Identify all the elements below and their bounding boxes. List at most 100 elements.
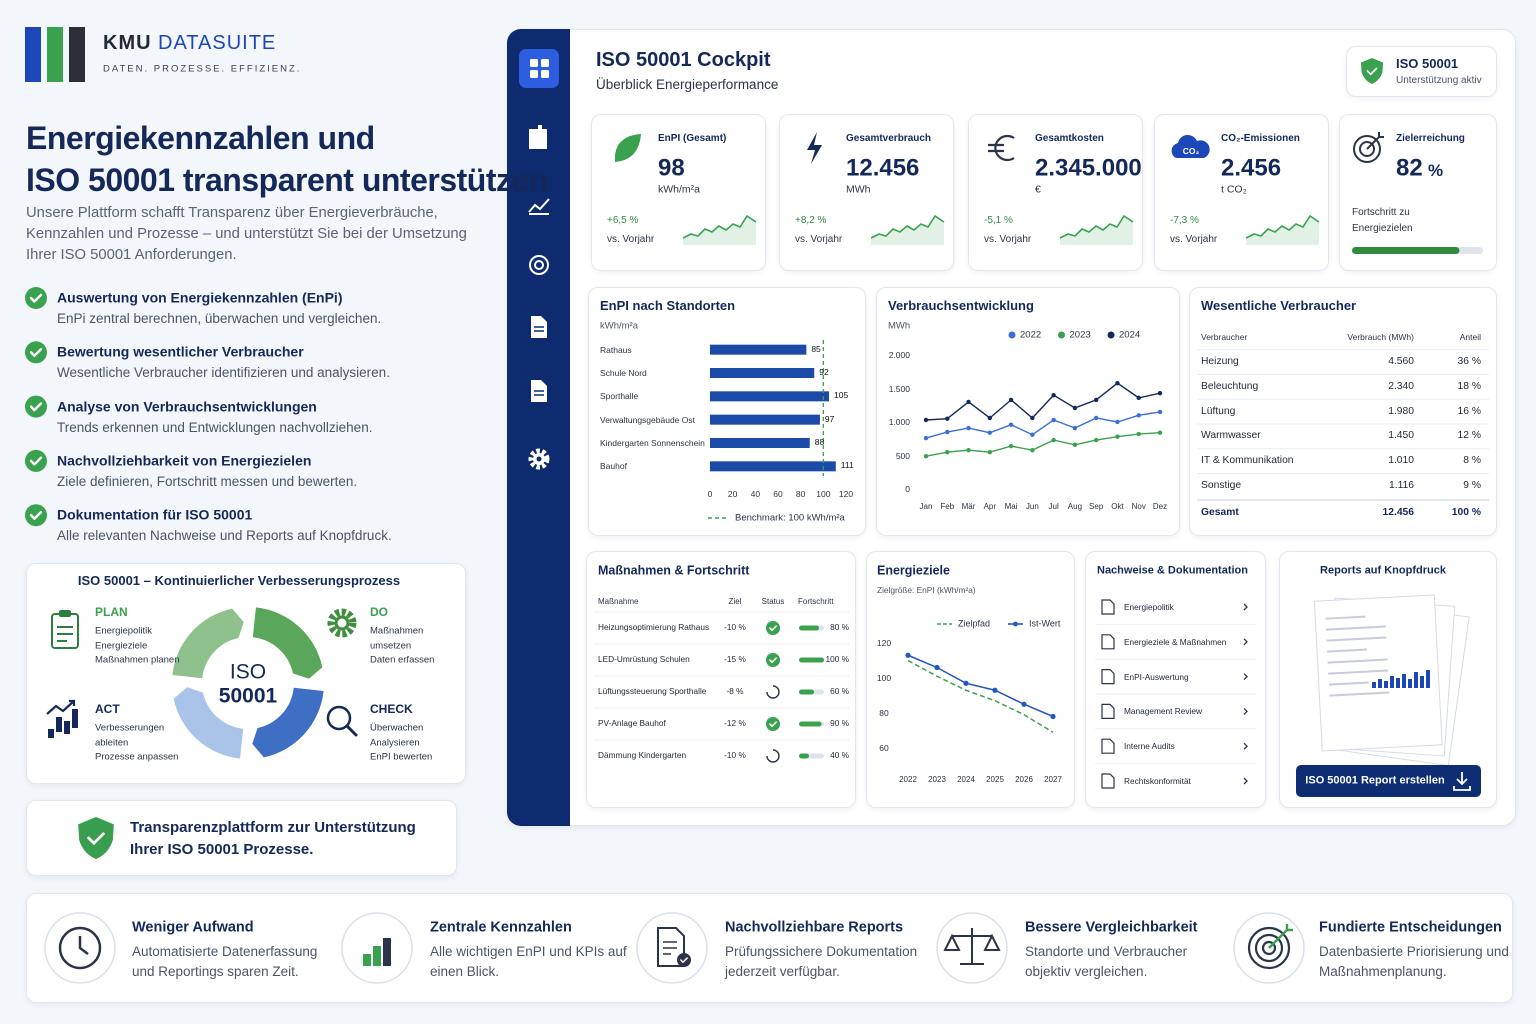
x-tick-label: Apr (983, 502, 997, 512)
pdca-line: ableiten (95, 736, 129, 748)
kpi-icon-leaf (614, 134, 641, 162)
report-icon (657, 927, 685, 967)
do-icon (327, 608, 357, 638)
check-mark (29, 293, 43, 303)
x-tick-label: Dez (1152, 502, 1168, 512)
goal-value: 82 (1396, 154, 1423, 182)
check-mark (29, 348, 43, 358)
pdca-card (26, 563, 466, 784)
table-cell: 2.340 (1388, 380, 1414, 392)
banner-text: Ihrer ISO 50001 Prozesse. (130, 841, 314, 858)
sparkline (870, 214, 945, 239)
document-item[interactable]: Rechtskonformität (1124, 776, 1191, 787)
x-tick-label: 2023 (928, 775, 946, 785)
badge-text: Unterstützung aktiv (1396, 75, 1482, 86)
table-cell: 1.116 (1388, 479, 1414, 491)
status-pending (766, 749, 780, 763)
bars-icon (383, 938, 391, 966)
check-mark (29, 402, 43, 412)
data-point (1093, 397, 1099, 403)
document-item[interactable]: Interne Audits (1124, 741, 1175, 752)
report-mini-bar (1384, 681, 1388, 688)
feature-title: Bewertung wesentlicher Verbraucher (57, 343, 304, 360)
sparkline-area (871, 216, 944, 245)
table-cell: 36 % (1457, 355, 1481, 367)
bar-value-label: 111 (840, 460, 854, 471)
feature-title: Analyse von Verbrauchsentwicklungen (57, 398, 317, 415)
check-mark (769, 625, 777, 632)
y-tick-label: 60 (879, 742, 889, 753)
status-pending (766, 685, 780, 699)
doc-icon (1101, 599, 1115, 615)
kpi-unit: € (1035, 183, 1041, 196)
x-tick-label: 40 (750, 488, 761, 499)
data-point (963, 680, 969, 686)
x-tick-label: Nov (1131, 502, 1146, 512)
table-header: Verbraucher (1201, 331, 1248, 342)
pdca-line: umsetzen (370, 639, 412, 651)
legend-label: Ist-Wert (1029, 618, 1061, 629)
y-tick-label: 1.500 (888, 383, 910, 394)
report-text-line (1325, 625, 1386, 631)
kpi-change: -5,1 % (984, 215, 1013, 226)
kpi-compare: vs. Vorjahr (1170, 234, 1218, 245)
x-tick-label: 0 (707, 488, 713, 499)
category-label: Kindergarten Sonnenschein (600, 437, 705, 448)
goal-text: Fortschritt zu Energiezielen (1352, 207, 1413, 234)
dashboard-subtitle: Überblick Energieperformance (596, 76, 779, 92)
data-point (1115, 380, 1120, 386)
data-point (1030, 415, 1035, 421)
shield-icon (1360, 58, 1384, 84)
table-cell: Heizung (1201, 355, 1239, 367)
report-icon-lines (663, 941, 677, 955)
data-point (966, 425, 971, 431)
pdca-phase: DO (370, 604, 388, 619)
pdca-segment (172, 608, 244, 679)
data-point (1157, 409, 1163, 415)
x-tick-label: 2026 (1015, 775, 1033, 785)
x-tick-label: Jul (1048, 502, 1059, 512)
kpi-change: +6,5 % (607, 215, 639, 226)
check-icon (766, 653, 780, 667)
logo-bar (25, 27, 41, 82)
nav-icon-grid (530, 59, 538, 67)
legend-label: 2022 (1020, 329, 1042, 341)
sidebar (507, 29, 570, 826)
data-point (1115, 434, 1120, 439)
document-item[interactable]: EnPI-Auswertung (1124, 671, 1189, 682)
y-tick-label: 80 (879, 707, 889, 718)
report-button-label[interactable]: ISO 50001 Report erstellen (1305, 774, 1445, 787)
table-cell: 8 % (1463, 455, 1481, 467)
kpi-value: 2.345.000 (1035, 154, 1142, 182)
kpi-value: 98 (658, 154, 685, 182)
report-text-line (1327, 648, 1368, 653)
check-mark (29, 510, 43, 520)
bar (710, 438, 810, 448)
doc-icon (1101, 738, 1115, 754)
document-item[interactable]: Management Review (1124, 706, 1202, 717)
check-icon (25, 287, 47, 309)
table-cell: 16 % (1457, 405, 1481, 417)
data-point (923, 453, 929, 459)
document-item[interactable]: Energieziele & Maßnahmen (1124, 636, 1227, 647)
legend-dot (1008, 331, 1016, 339)
progress-label: 90 % (830, 718, 849, 729)
pdca-segment (252, 687, 324, 758)
table-cell: 1.010 (1388, 455, 1414, 467)
data-point (1021, 701, 1027, 707)
table-total: 12.456 (1382, 506, 1415, 518)
data-point (1093, 415, 1099, 421)
pdca-line: Maßnahmen planen (95, 654, 180, 666)
report-text-line (1329, 691, 1390, 697)
progress-bar (799, 657, 824, 663)
report-mini-bar (1402, 674, 1406, 688)
report-mini-bar (1372, 682, 1376, 688)
bar-value-label: 97 (824, 413, 835, 424)
report-mini-bar (1408, 679, 1412, 688)
document-item[interactable]: Energiepolitik (1124, 602, 1174, 613)
kpi-change: +8,2 % (795, 215, 827, 226)
x-tick-label: 120 (838, 488, 854, 499)
benefit-text: Automatisierte Datenerfassung und Report… (132, 944, 318, 979)
check-icon (766, 717, 780, 731)
